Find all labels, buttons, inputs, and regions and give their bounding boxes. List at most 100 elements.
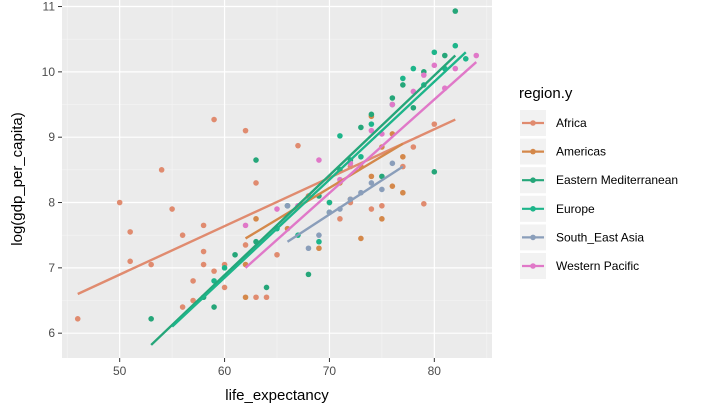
point-western-pacific <box>421 72 427 78</box>
point-south-east-asia <box>305 245 312 252</box>
point-eastern-mediterranean <box>410 104 417 111</box>
point-africa <box>200 248 207 255</box>
point-africa <box>253 180 259 186</box>
point-africa <box>200 261 207 268</box>
point-eastern-mediterranean <box>442 52 448 59</box>
legend-label: South_East Asia <box>556 230 644 244</box>
point-americas <box>242 294 249 301</box>
point-europe <box>316 238 322 245</box>
legend-key-point <box>530 148 536 155</box>
point-africa <box>169 206 175 212</box>
point-eastern-mediterranean <box>368 111 375 118</box>
point-eastern-mediterranean <box>400 82 406 88</box>
point-europe <box>452 42 459 49</box>
point-africa <box>127 229 133 235</box>
point-eastern-mediterranean <box>232 251 238 258</box>
y-tick-label: 9 <box>48 130 55 144</box>
point-africa <box>379 202 385 209</box>
point-europe <box>431 49 438 56</box>
legend-label: Africa <box>556 116 587 130</box>
legend-item-europe: Europe <box>520 195 595 222</box>
legend: region.y Africa Americas Eastern Mediterra… <box>519 85 678 279</box>
legend-key-point <box>530 120 536 126</box>
legend-label: Western Pacific <box>556 259 639 273</box>
x-axis: 50 60 70 80 <box>113 358 441 378</box>
point-europe <box>462 55 469 62</box>
fit-line-europe <box>171 51 467 328</box>
point-europe <box>221 265 228 271</box>
legend-key-point <box>530 263 536 269</box>
point-africa <box>421 201 427 207</box>
point-africa <box>211 268 217 274</box>
point-americas <box>316 245 322 252</box>
point-europe <box>400 75 406 82</box>
point-africa <box>190 278 196 284</box>
point-americas <box>358 235 364 242</box>
point-western-pacific <box>389 101 396 108</box>
point-western-pacific <box>242 222 249 229</box>
point-eastern-mediterranean <box>305 271 312 278</box>
point-africa <box>368 206 375 212</box>
point-western-pacific <box>473 52 480 59</box>
point-africa <box>190 297 196 304</box>
point-south-east-asia <box>379 186 385 193</box>
x-tick-label: 60 <box>218 364 232 378</box>
point-africa <box>295 142 301 149</box>
point-africa <box>179 232 186 238</box>
point-africa <box>253 294 259 301</box>
fit-lines-layer <box>77 51 478 346</box>
y-tick-label: 7 <box>48 261 55 275</box>
y-axis-title: log(gdp_per_capita) <box>9 112 26 245</box>
point-africa <box>74 316 81 322</box>
y-axis: 6 7 8 9 10 11 <box>42 0 62 340</box>
legend-label: Americas <box>556 145 606 159</box>
point-africa <box>200 222 207 229</box>
point-africa <box>221 284 228 291</box>
point-africa <box>127 258 133 265</box>
point-europe <box>326 199 333 206</box>
point-americas <box>389 183 396 189</box>
point-africa <box>274 251 280 258</box>
fit-line-africa <box>77 118 456 296</box>
legend-key-point <box>530 177 536 183</box>
point-western-pacific <box>274 206 280 212</box>
point-africa <box>431 121 438 127</box>
y-tick-label: 10 <box>42 65 56 79</box>
legend-key-point <box>530 206 536 212</box>
point-americas <box>253 216 259 222</box>
legend-item-south-east-asia: South_East Asia <box>520 224 644 251</box>
point-europe <box>368 121 375 127</box>
legend-item-americas: Americas <box>520 138 606 165</box>
point-eastern-mediterranean <box>452 8 459 14</box>
fit-line-south-east-asia <box>286 165 404 243</box>
point-eastern-mediterranean <box>431 169 438 175</box>
point-africa <box>410 144 417 150</box>
y-tick-label: 6 <box>48 326 55 340</box>
point-western-pacific <box>452 65 459 72</box>
point-eastern-mediterranean <box>358 124 364 131</box>
point-eastern-mediterranean <box>379 173 385 180</box>
point-americas <box>368 173 375 180</box>
point-africa <box>211 116 217 123</box>
point-europe <box>410 65 417 72</box>
point-americas <box>379 216 385 222</box>
fit-line-eastern-mediterranean <box>150 54 457 346</box>
fit-line-western-pacific <box>244 61 478 269</box>
x-axis-title: life_expectancy <box>225 387 329 404</box>
point-eastern-mediterranean <box>389 95 396 101</box>
point-western-pacific <box>368 127 375 134</box>
grid-minor <box>62 0 492 358</box>
point-south-east-asia <box>389 160 396 167</box>
point-africa <box>158 167 165 173</box>
point-africa <box>242 127 249 134</box>
legend-title: region.y <box>519 85 573 102</box>
point-americas <box>400 189 406 196</box>
point-africa <box>179 304 186 310</box>
point-africa <box>242 242 249 248</box>
point-south-east-asia <box>368 180 375 186</box>
point-americas <box>400 153 406 160</box>
point-eastern-mediterranean <box>211 304 217 310</box>
point-eastern-mediterranean <box>263 284 270 291</box>
legend-item-western-pacific: Western Pacific <box>520 253 639 279</box>
